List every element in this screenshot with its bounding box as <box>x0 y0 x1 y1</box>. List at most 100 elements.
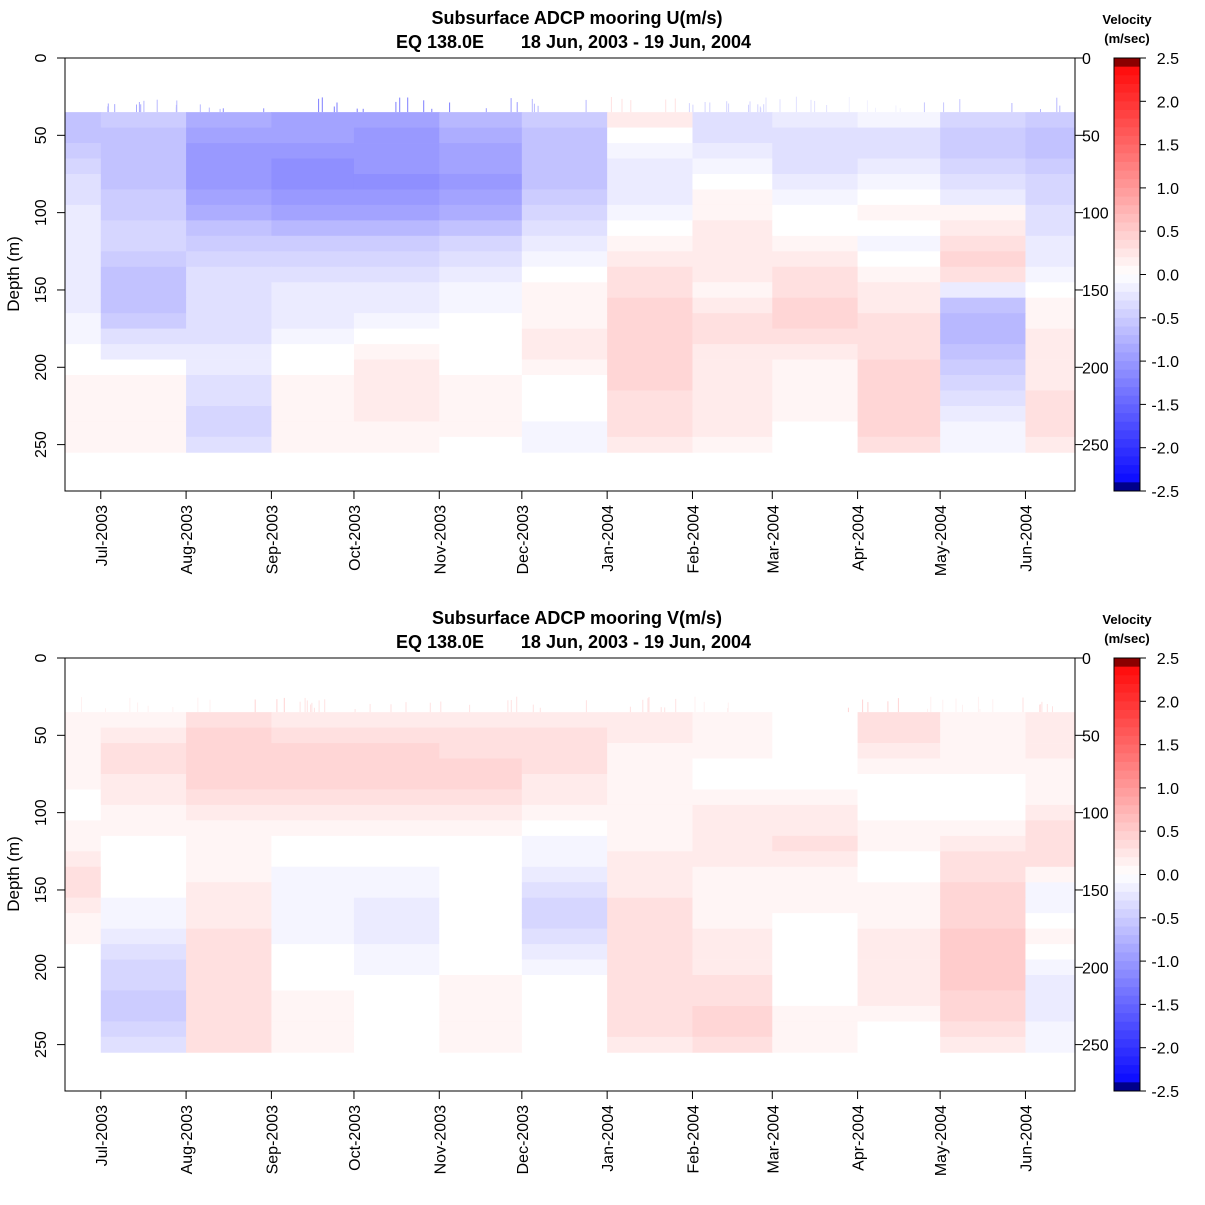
colorbar-swatch <box>1114 291 1140 301</box>
heatmap-cell <box>65 789 102 806</box>
heatmap-cell <box>353 112 440 128</box>
colorbar-tick-label: 1.0 <box>1157 781 1179 798</box>
heatmap-cell <box>186 820 272 837</box>
heatmap-cell <box>353 328 440 345</box>
colorbar-tick-label: 0.5 <box>1157 224 1179 241</box>
heatmap-cell <box>439 913 523 930</box>
heatmap-cell <box>186 712 272 728</box>
heatmap-cell <box>271 928 355 945</box>
depth-tick-label: 200 <box>1082 960 1109 977</box>
heatmap-cell <box>692 820 773 837</box>
heatmap-cell <box>271 173 355 190</box>
heatmap-cell <box>607 204 694 221</box>
heatmap-cell <box>772 282 859 299</box>
heatmap-cell <box>857 251 941 268</box>
heatmap-cell <box>1025 251 1076 268</box>
heatmap-cell <box>607 975 694 991</box>
heatmap-cell <box>100 866 187 883</box>
heatmap-cell <box>607 405 694 422</box>
heatmap-cell <box>940 975 1027 991</box>
heatmap-cell <box>65 773 102 790</box>
heatmap-cell <box>772 436 859 453</box>
heatmap-cell <box>271 727 355 744</box>
heatmap-cell <box>940 820 1027 837</box>
heatmap-cell <box>186 282 272 299</box>
heatmap-cell <box>1025 1005 1076 1022</box>
heatmap-cell <box>940 158 1027 175</box>
heatmap-cell <box>186 204 272 221</box>
heatmap-cell <box>1025 220 1076 237</box>
heatmap-cell <box>772 959 859 976</box>
heatmap-cell <box>940 990 1027 1007</box>
heatmap-cell <box>772 789 859 806</box>
heatmap-cell <box>772 390 859 407</box>
heatmap-cell <box>271 328 355 345</box>
heatmap-cell <box>100 727 187 744</box>
colorbar-swatch <box>1114 343 1140 353</box>
heatmap-cell <box>100 1036 187 1053</box>
heatmap-cell <box>186 743 272 759</box>
month-tick-label: Oct-2003 <box>347 505 364 571</box>
heatmap-cell <box>772 405 859 422</box>
colorbar-swatch <box>1114 727 1140 737</box>
heatmap-cell <box>521 112 608 128</box>
month-tick-label: Sep-2003 <box>264 1105 281 1174</box>
heatmap-cell <box>65 882 102 899</box>
heatmap-cell <box>772 944 859 960</box>
heatmap-cell <box>607 266 694 283</box>
heatmap-cell <box>692 743 773 759</box>
colorbar-swatch <box>1114 187 1140 197</box>
heatmap-cell <box>439 158 523 175</box>
heatmap-cell <box>857 158 941 175</box>
colorbar-swatch <box>1114 987 1140 997</box>
heatmap-cell <box>772 313 859 330</box>
colorbar-tick-label: 0.0 <box>1157 268 1179 285</box>
heatmap-cell <box>692 112 773 128</box>
heatmap-cell <box>186 297 272 314</box>
heatmap-cell <box>607 297 694 314</box>
colorbar-swatch <box>1114 447 1140 457</box>
surface-streaks <box>81 696 1053 713</box>
heatmap-cell <box>439 959 523 976</box>
heatmap-cell <box>100 220 187 237</box>
depth-tick-label: 250 <box>33 1031 50 1058</box>
heatmap-cell <box>1025 835 1076 852</box>
heatmap-cell <box>521 913 608 930</box>
colorbar-swatch <box>1114 865 1140 875</box>
colorbar-tick-label: 0.0 <box>1157 868 1179 885</box>
heatmap-cell <box>940 313 1027 330</box>
heatmap-cell <box>857 758 941 775</box>
heatmap-cell <box>940 436 1027 453</box>
colorbar-swatch <box>1114 58 1140 68</box>
heatmap-cell <box>65 375 102 391</box>
heatmap-cell <box>100 851 187 868</box>
colorbar-swatch <box>1114 779 1140 789</box>
month-tick-label: Dec-2003 <box>515 505 532 574</box>
heatmap-cell <box>521 882 608 899</box>
heatmap-cell <box>353 1005 440 1022</box>
heatmap-cell <box>100 820 187 837</box>
heatmap-cell <box>857 944 941 960</box>
heatmap-cell <box>186 405 272 422</box>
colorbar-swatch <box>1114 222 1140 232</box>
colorbar-swatch <box>1114 170 1140 180</box>
heatmap-cell <box>521 390 608 407</box>
heatmap-cell <box>439 173 523 190</box>
heatmap-cell <box>353 743 440 759</box>
heatmap-cell <box>521 297 608 314</box>
heatmap-cell <box>439 851 523 868</box>
heatmap-cell <box>439 712 523 728</box>
heatmap-cell <box>65 266 102 283</box>
colorbar-swatch <box>1114 822 1140 832</box>
heatmap-cell <box>857 835 941 852</box>
heatmap-cell <box>439 266 523 283</box>
heatmap-cell <box>353 436 440 453</box>
heatmap-cell <box>271 266 355 283</box>
heatmap-cell <box>271 804 355 821</box>
depth-tick-label: 100 <box>1082 206 1109 223</box>
heatmap-cell <box>439 820 523 837</box>
heatmap-cell <box>1025 405 1076 422</box>
heatmap-cell <box>940 143 1027 159</box>
heatmap-cell <box>692 297 773 314</box>
heatmap-cell <box>521 897 608 914</box>
